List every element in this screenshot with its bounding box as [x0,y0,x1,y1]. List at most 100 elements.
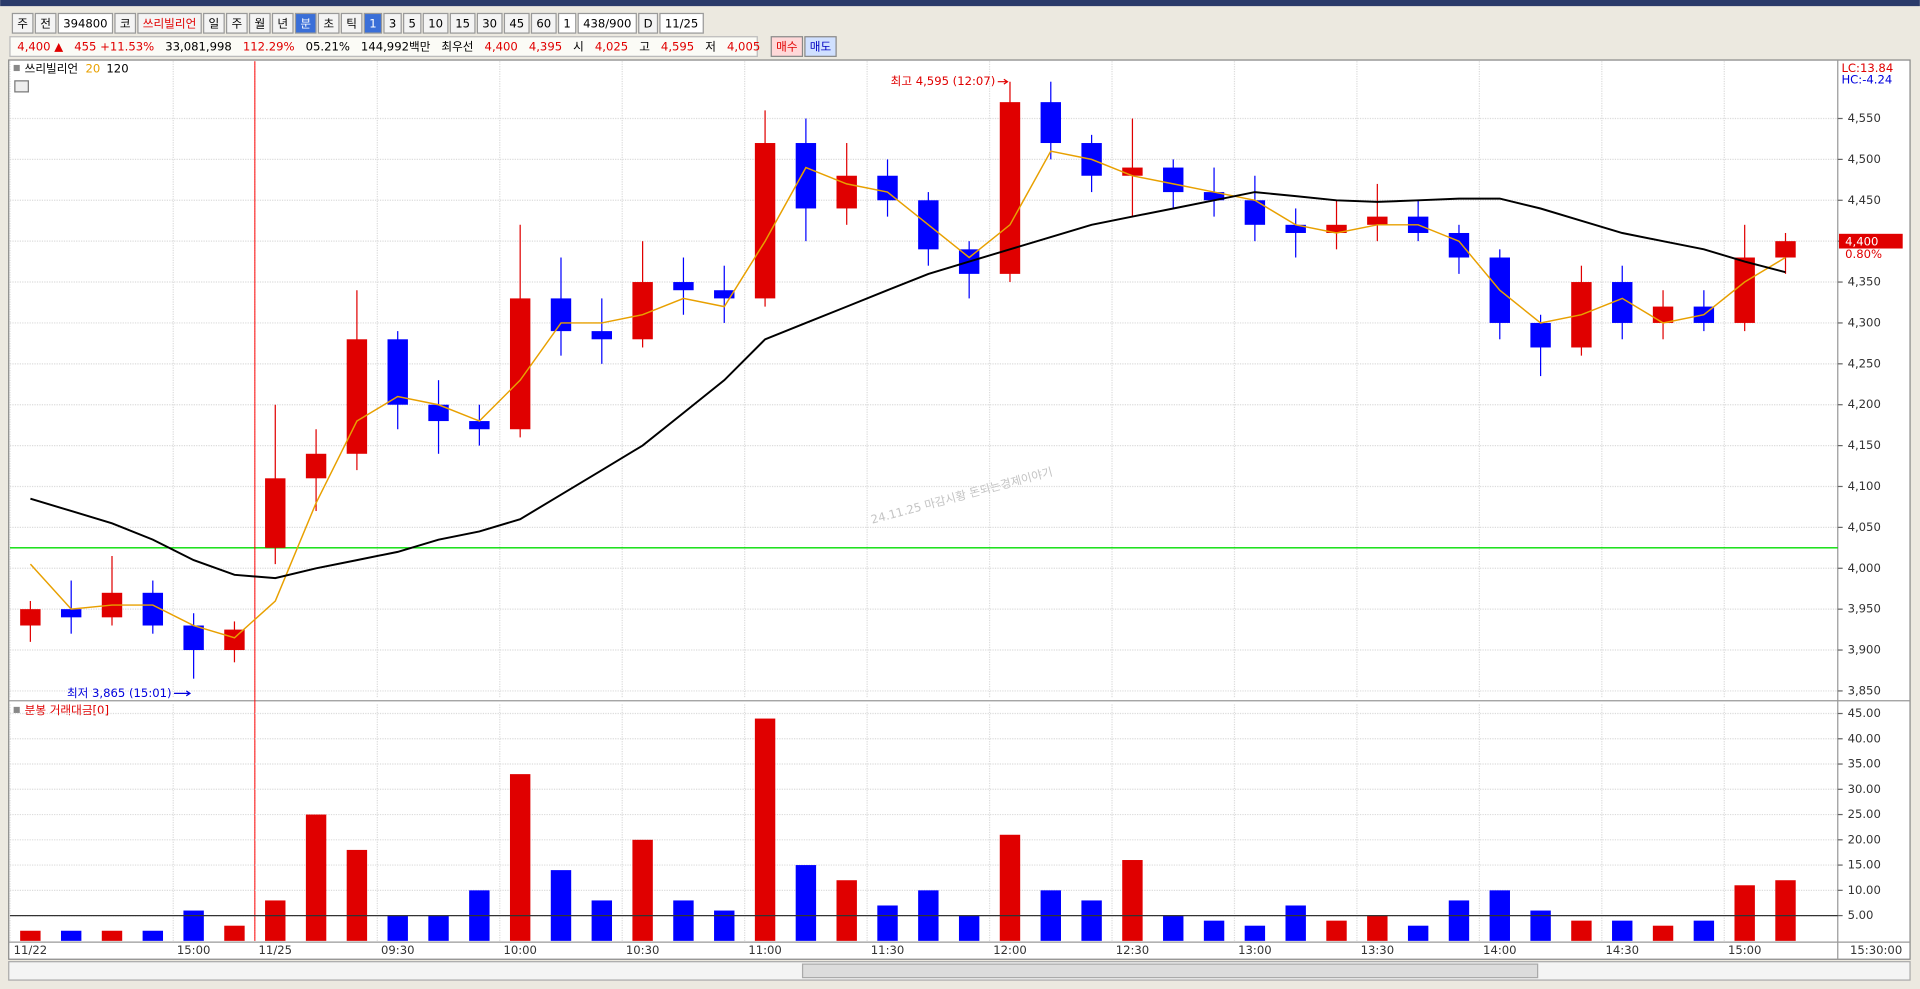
volume-bar [142,930,164,941]
volume-bar [387,915,408,941]
x-tick-label: 11:00 [748,943,782,957]
volume-bar [1612,920,1633,941]
toolbar-label: 3 [389,16,396,30]
toolbar-label: 주 [231,16,242,30]
toolbar-button[interactable] [317,12,340,34]
volume-bar [632,839,653,941]
y-tick-label: 4,100 [1848,479,1881,493]
y-tick-label: 35.00 [1848,757,1881,771]
x-tick-label: 11/22 [14,943,48,957]
corner-label: LC:13.84 [1841,61,1893,75]
order-button[interactable] [804,36,837,57]
candle-body [714,290,735,299]
volume-bar [265,900,286,941]
toolbar-button[interactable] [557,12,577,34]
candle-body [1203,192,1225,201]
toolbar-button[interactable] [137,12,202,34]
volume-bar [20,930,41,941]
y-tick-label: 4,500 [1848,152,1881,166]
y-tick-label: 4,450 [1848,193,1881,207]
y-tick-label: 4,000 [1848,561,1881,575]
scroll-thumb[interactable] [801,963,1539,979]
toolbar-button[interactable] [11,12,34,34]
toolbar-button[interactable] [422,12,449,34]
x-tick-label: 11/25 [259,943,293,957]
y-tick-label: 40.00 [1848,731,1881,745]
corner-label: HC:-4.24 [1841,73,1892,87]
candle-body [1163,167,1184,193]
toolbar-label: 10 [428,16,443,30]
toolbar-button[interactable] [340,12,363,34]
candle-body [1285,224,1306,233]
high-annotation: 최고 4,595 (12:07) [891,74,996,88]
toolbar-label: 틱 [346,16,357,30]
toolbar-label: 전 [40,16,51,30]
change-label: 0.80% [1845,247,1882,261]
panel-menu[interactable] [14,80,29,93]
y-tick-label: 15.00 [1848,858,1881,872]
toolbar-button[interactable] [225,12,248,34]
toolbar-label: 월 [254,16,265,30]
volume-bar [1734,885,1755,941]
y-tick-label: 30.00 [1848,782,1881,796]
volume-bar [836,880,857,941]
panel-title: 쓰리빌리언 [25,62,78,76]
toolbar-button[interactable] [114,12,137,34]
y-tick-label: 4,300 [1848,315,1881,329]
toolbar-label: 초 [323,16,334,30]
volume-bar [1571,920,1592,941]
y-tick-label: 4,350 [1848,275,1881,289]
info-value: 고 [639,40,650,54]
volume-bar [1163,915,1184,941]
toolbar-button[interactable] [659,12,704,34]
y-tick-label: 4,250 [1848,356,1881,370]
candle-body [632,282,653,340]
toolbar-button[interactable] [294,12,317,34]
toolbar-label: 쓰리빌리언 [143,16,196,30]
candle-body [142,592,164,626]
toolbar-button[interactable] [577,12,637,34]
toolbar-button[interactable] [248,12,271,34]
volume-bar [754,718,776,941]
toolbar-button[interactable] [403,12,422,34]
volume-bar [1530,910,1551,941]
toolbar-button[interactable] [363,12,383,34]
last-price-label: 4,400 [1845,234,1878,248]
toolbar-button[interactable] [530,12,557,34]
toolbar-button[interactable] [57,12,114,34]
volume-bar [877,905,898,941]
x-tick-label: 09:30 [381,943,415,957]
toolbar-label: D [644,16,653,30]
toolbar-button[interactable] [503,12,530,34]
volume-bar [1326,920,1347,941]
info-value: 05.21% [306,40,350,54]
toolbar-button[interactable] [449,12,476,34]
toolbar-button[interactable] [638,12,659,34]
toolbar-label: 1 [369,16,376,30]
volume-bar [428,915,449,941]
volume-bar [1448,900,1470,941]
candle-body [387,339,408,405]
toolbar-label: 코 [120,16,131,30]
x-tick-label: 15:00 [1728,943,1762,957]
order-button[interactable] [770,36,804,57]
info-value: 33,081,998 [165,40,232,54]
toolbar-button[interactable] [34,12,57,34]
toolbar-label: 분 [300,16,311,30]
candle-body [999,102,1021,274]
candle-body [20,609,41,626]
toolbar-button[interactable] [271,12,294,34]
volume-bar [509,774,531,941]
toolbar-label: 394800 [63,16,107,30]
toolbar-button[interactable] [476,12,503,34]
y-tick-label: 4,200 [1848,397,1881,411]
volume-bar [1693,920,1715,941]
volume-bar [60,930,82,941]
toolbar-button[interactable] [383,12,402,34]
candle-body [265,478,286,548]
candle-body [183,625,204,651]
toolbar-label: 11/25 [665,16,699,30]
toolbar-button[interactable] [203,12,225,34]
info-bar-bg [9,36,758,57]
